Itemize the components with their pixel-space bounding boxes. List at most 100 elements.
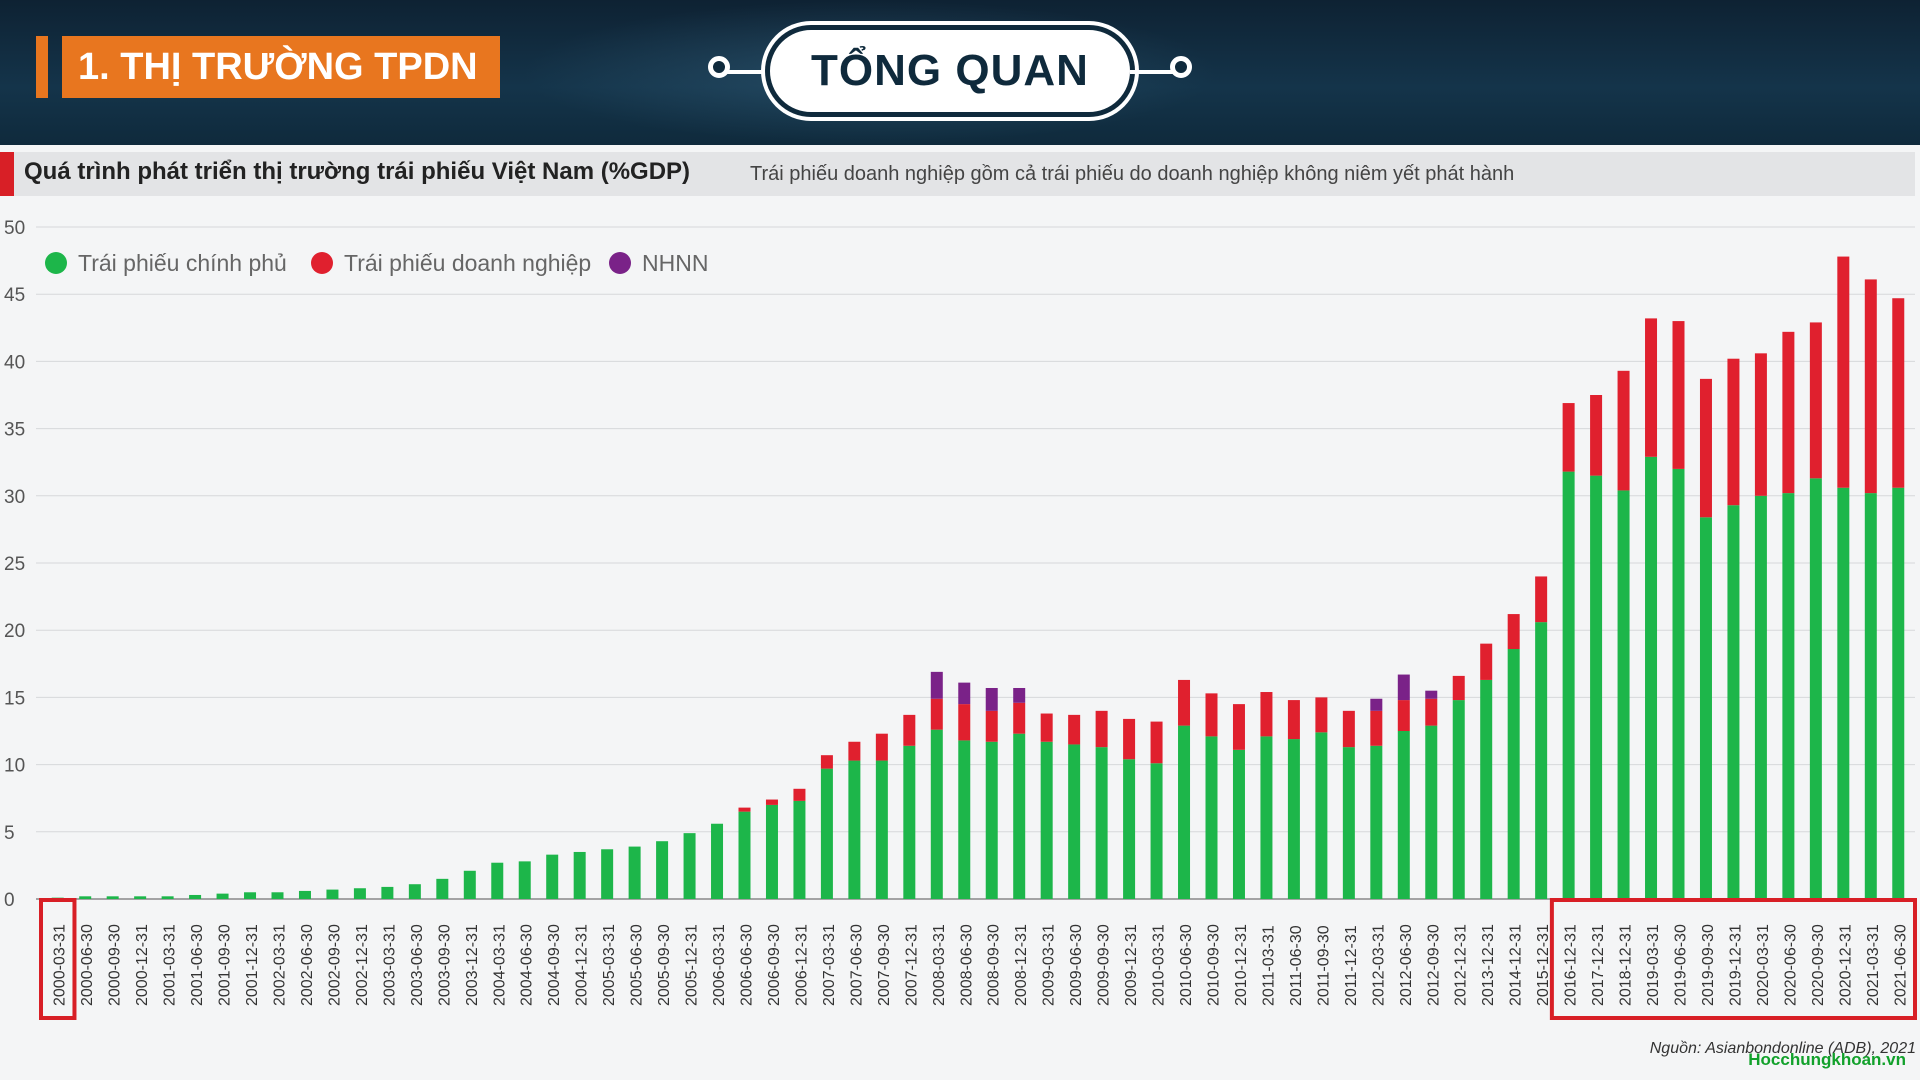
bar-segment [491,862,504,899]
bar-segment [134,896,147,899]
bar-segment [875,733,888,761]
bar-segment [1315,732,1328,899]
bar-segment [601,849,614,899]
bar-segment [1699,378,1712,518]
center-title: TỔNG QUAN [811,46,1089,95]
bar-segment [1480,679,1493,899]
x-tick-label: 2012-09-30 [1425,924,1442,1006]
x-tick-label: 2019-06-30 [1673,924,1690,1006]
bar-segment [793,800,806,899]
bar-segment [903,714,916,746]
x-tick-label: 2000-09-30 [107,924,124,1006]
x-tick-label: 2011-03-31 [1260,925,1277,1006]
bar-segment [1892,487,1905,899]
bar-segment [1040,713,1053,742]
x-tick-label: 2009-12-31 [1123,924,1140,1006]
bar-segment [1452,675,1465,701]
bar-segment [1507,649,1520,899]
x-tick-label: 2013-12-31 [1480,924,1497,1006]
bar-segment [903,745,916,899]
bar-segment [216,893,229,899]
section-accent-bar [36,36,48,98]
x-tick-label: 2010-12-31 [1233,924,1250,1006]
bar-segment [408,884,421,899]
bar-segment [1013,702,1026,734]
x-tick-label: 2007-12-31 [903,924,920,1006]
y-tick-label: 5 [4,823,15,844]
x-tick-label: 2011-06-30 [1288,925,1305,1006]
bar-segment [1232,704,1245,750]
x-tick-label: 2008-12-31 [1013,924,1030,1006]
bar-segment [1342,747,1355,899]
x-tick-label: 2009-09-30 [1096,924,1113,1006]
chart-title-bar [0,152,1915,196]
bar-segment [463,870,476,899]
bar-segment [1837,487,1850,899]
bar-segment [1315,697,1328,733]
x-tick-label: 2002-06-30 [299,924,316,1006]
bar-segment [1040,741,1053,899]
bar-segment [353,888,366,899]
x-tick-label: 2020-12-31 [1837,924,1854,1006]
legend-swatch [45,252,67,274]
x-tick-label: 2020-06-30 [1782,924,1799,1006]
bar-segment [1699,517,1712,899]
bar-segment [848,760,861,899]
bar-segment [1178,679,1191,726]
x-tick-label: 2004-12-31 [574,924,591,1006]
bar-segment [189,894,202,899]
bar-segment [1095,747,1108,899]
bar-segment [711,823,724,899]
x-tick-label: 2008-09-30 [986,924,1003,1006]
bar-segment [1397,731,1410,899]
bar-segment [1809,478,1822,899]
right-connector-line [1130,70,1180,74]
bar-segment [765,804,778,899]
x-tick-label: 2018-12-31 [1618,924,1635,1006]
bar-segment [1837,256,1850,488]
bar-segment [820,755,833,769]
x-tick-label: 2007-06-30 [848,924,865,1006]
bar-segment [244,892,257,899]
bar-segment [298,890,311,899]
bar-segment [436,878,449,899]
x-tick-label: 2006-03-31 [711,924,728,1006]
x-tick-label: 2005-03-31 [601,924,618,1006]
x-tick-label: 2000-12-31 [134,924,151,1006]
x-tick-label: 2010-09-30 [1206,924,1223,1006]
bar-segment [1617,370,1630,491]
bar-segment [1150,763,1163,899]
bar-segment [1645,318,1658,457]
bar-segment [738,811,751,899]
y-tick-label: 30 [4,487,25,508]
bar-segment [820,768,833,899]
y-tick-label: 0 [4,890,15,911]
bar-segment [958,704,971,741]
bar-segment [1013,687,1026,703]
bar-segment [1562,471,1575,899]
bar-segment [1287,700,1300,740]
bar-segment [1809,322,1822,479]
x-tick-label: 2004-06-30 [519,924,536,1006]
bar-segment [1123,759,1136,899]
x-tick-label: 2002-12-31 [354,924,371,1006]
bar-segment [1370,698,1383,711]
x-tick-label: 2017-12-31 [1590,924,1607,1006]
legend-swatch [311,252,333,274]
stacked-bar-chart: 0 5 10 15 20 25 30 35 40 45 50 Trái phiếu chính phủ… [4,218,1917,1020]
bar-segment [1425,725,1438,899]
bar-segment [1425,698,1438,726]
bar-segment [1068,744,1081,899]
x-tick-label: 2011-12-31 [1343,925,1360,1006]
x-tick-label: 2015-12-31 [1535,924,1552,1006]
bar-segment [1205,693,1218,737]
bar-segment [1232,749,1245,899]
bar-segment [1425,690,1438,699]
x-tick-label: 2003-09-30 [436,924,453,1006]
watermark: Hocchungkhoan.vn [1748,1050,1906,1069]
bar-segment [958,740,971,899]
bar-segment [1370,745,1383,899]
bar-segment [1480,643,1493,680]
y-tick-label: 45 [4,285,25,306]
x-tick-label: 2009-06-30 [1068,924,1085,1006]
